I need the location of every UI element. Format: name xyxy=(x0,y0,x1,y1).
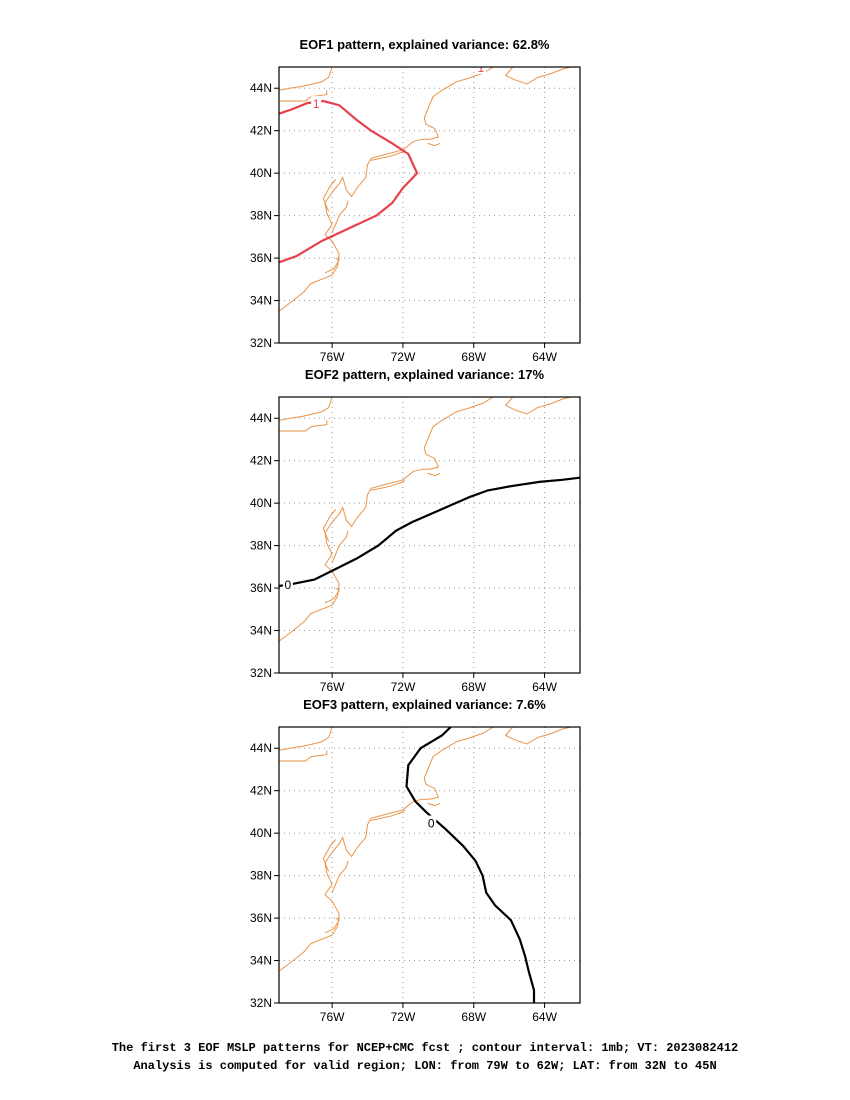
lon-tick-label: 76W xyxy=(320,350,345,364)
lon-tick-label: 72W xyxy=(391,680,416,694)
panel-title: EOF1 pattern, explained variance: 62.8% xyxy=(300,37,550,52)
contour-line xyxy=(279,476,580,588)
lat-tick-label: 36N xyxy=(250,251,272,265)
coastline xyxy=(370,809,406,821)
coastline xyxy=(427,472,441,477)
coastline xyxy=(331,200,349,233)
lon-tick-label: 68W xyxy=(461,680,486,694)
lat-tick-label: 44N xyxy=(250,411,272,425)
map-frame xyxy=(278,726,581,1004)
coastline xyxy=(279,397,494,642)
lat-tick-label: 44N xyxy=(250,81,272,95)
lat-tick-label: 44N xyxy=(250,741,272,755)
contour-label: 1 xyxy=(313,97,320,111)
map-area: 0 xyxy=(279,727,580,1003)
caption-line-2: Analysis is computed for valid region; L… xyxy=(133,1059,717,1073)
eof3-panel: EOF3 pattern, explained variance: 7.6% 0 3… xyxy=(250,697,581,1024)
coastline xyxy=(322,179,337,212)
lat-tick-label: 40N xyxy=(250,496,272,510)
lon-tick-label: 68W xyxy=(461,1010,486,1024)
lat-tick-label: 42N xyxy=(250,454,272,468)
lat-tick-label: 38N xyxy=(250,539,272,553)
lat-tick-label: 42N xyxy=(250,124,272,138)
coastline xyxy=(324,257,340,274)
lon-tick-label: 64W xyxy=(532,680,557,694)
coastline xyxy=(370,149,406,161)
coastline xyxy=(279,67,494,312)
map-frame xyxy=(278,396,581,674)
lon-tick-label: 76W xyxy=(320,1010,345,1024)
lon-tick-label: 64W xyxy=(532,1010,557,1024)
contour-label: 0 xyxy=(428,817,435,831)
panel-title: EOF2 pattern, explained variance: 17% xyxy=(305,367,545,382)
lat-tick-label: 40N xyxy=(250,166,272,180)
contour-label: 0 xyxy=(285,578,292,592)
coastline xyxy=(504,727,572,745)
lat-tick-label: 38N xyxy=(250,869,272,883)
lat-tick-label: 32N xyxy=(250,996,272,1010)
lat-tick-label: 32N xyxy=(250,336,272,350)
coastline xyxy=(322,839,337,872)
coastline xyxy=(504,67,572,85)
coastline xyxy=(504,397,572,415)
coastline xyxy=(324,587,340,604)
lat-tick-label: 34N xyxy=(250,624,272,638)
coastline xyxy=(279,420,328,432)
coastline xyxy=(427,802,441,807)
map-area: 11 xyxy=(279,61,580,343)
map-area: 0 xyxy=(279,397,580,673)
contour-label: 1 xyxy=(478,61,485,75)
caption-line-1: The first 3 EOF MSLP patterns for NCEP+C… xyxy=(111,1041,739,1055)
lon-tick-label: 72W xyxy=(391,1010,416,1024)
lon-tick-label: 76W xyxy=(320,680,345,694)
coastline xyxy=(324,917,340,934)
lat-tick-label: 34N xyxy=(250,954,272,968)
coastline xyxy=(279,727,333,751)
coastline xyxy=(370,479,406,491)
lon-tick-label: 68W xyxy=(461,350,486,364)
lon-tick-label: 72W xyxy=(391,350,416,364)
lat-tick-label: 36N xyxy=(250,911,272,925)
lat-tick-label: 32N xyxy=(250,666,272,680)
contour-line xyxy=(279,99,419,264)
lon-tick-label: 64W xyxy=(532,350,557,364)
coastline xyxy=(279,67,333,91)
eof1-panel: EOF1 pattern, explained variance: 62.8% 1… xyxy=(250,37,581,364)
lat-tick-label: 42N xyxy=(250,784,272,798)
coastline xyxy=(427,142,441,147)
coastline xyxy=(322,509,337,542)
coastline xyxy=(331,530,349,563)
lat-tick-label: 38N xyxy=(250,209,272,223)
lat-tick-label: 40N xyxy=(250,826,272,840)
contour-line xyxy=(405,727,536,1003)
eof2-panel: EOF2 pattern, explained variance: 17% 0 32… xyxy=(250,367,581,694)
coastline xyxy=(279,397,333,421)
lat-tick-label: 36N xyxy=(250,581,272,595)
coastline xyxy=(279,727,494,972)
coastline xyxy=(279,90,328,102)
lat-tick-label: 34N xyxy=(250,294,272,308)
panel-title: EOF3 pattern, explained variance: 7.6% xyxy=(303,697,546,712)
coastline xyxy=(331,860,349,893)
map-frame xyxy=(278,66,581,344)
coastline xyxy=(279,750,328,762)
